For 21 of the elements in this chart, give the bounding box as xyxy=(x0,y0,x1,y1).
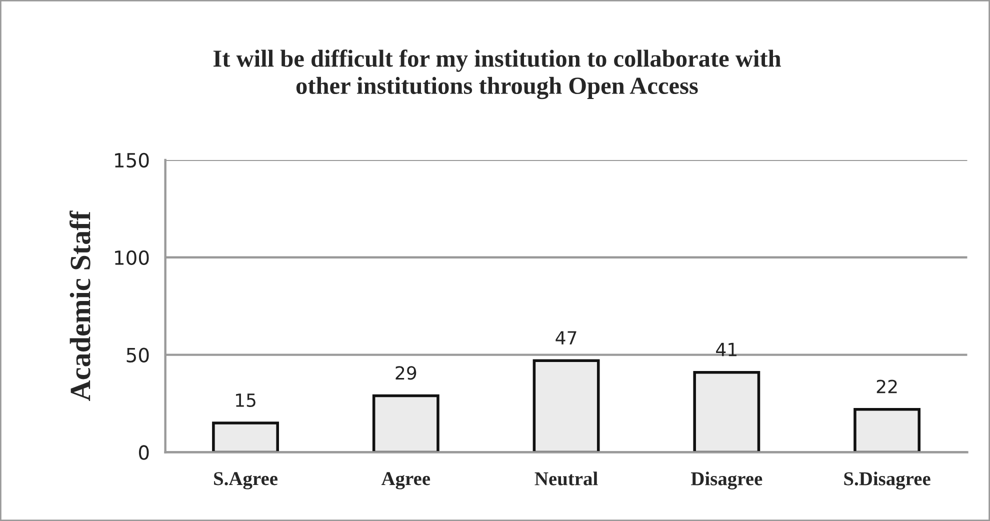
x-tick-label: Agree xyxy=(381,472,430,490)
x-tick-label: Disagree xyxy=(691,472,762,490)
x-tick-label: S.Agree xyxy=(214,472,278,490)
data-label: 29 xyxy=(396,366,416,380)
bar xyxy=(212,422,279,452)
data-label: 22 xyxy=(876,380,897,394)
y-tick-label: 100 xyxy=(115,250,149,266)
x-tick-label: S.Disagree xyxy=(844,472,930,490)
chart-title: It will be difficult for my institution to collaborate with other institutions through Open Access xyxy=(213,49,781,100)
y-tick-label: 150 xyxy=(115,152,149,168)
data-label: 47 xyxy=(556,331,576,344)
data-label: 41 xyxy=(716,342,736,356)
data-label: 15 xyxy=(236,394,256,407)
bar xyxy=(693,370,760,452)
y-tick-label: 50 xyxy=(126,348,149,362)
x-tick-label: Neutral xyxy=(534,472,598,486)
y-axis-title: Academic Staff xyxy=(70,210,90,401)
y-tick-label: 0 xyxy=(138,445,149,460)
bar xyxy=(854,408,921,452)
bar xyxy=(372,394,440,452)
bar xyxy=(532,359,600,452)
